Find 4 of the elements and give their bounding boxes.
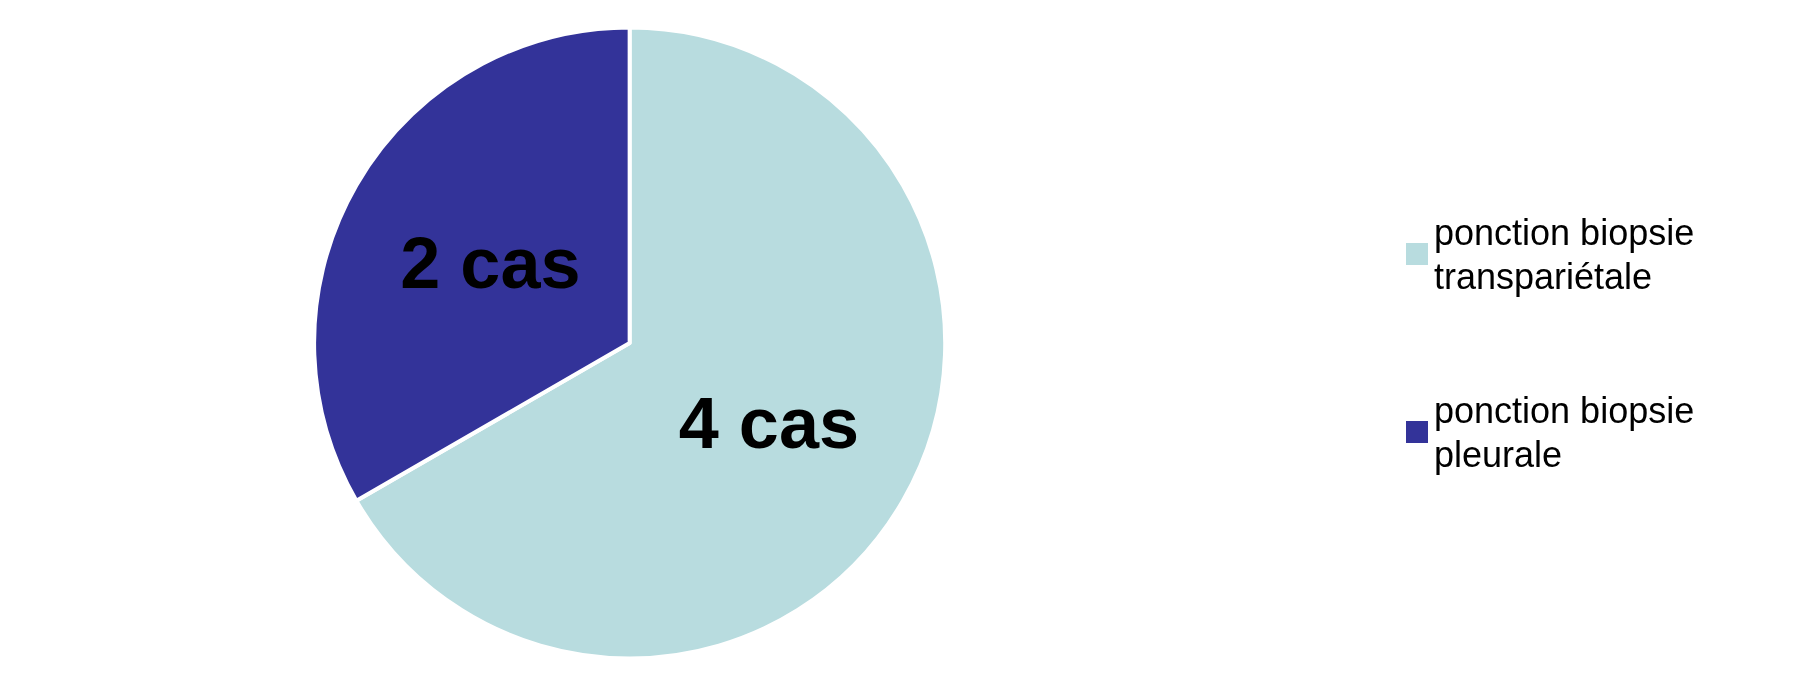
legend-label: ponction biopsie transpariétale — [1434, 211, 1705, 297]
data-label: 4 cas — [678, 383, 859, 464]
data-label: 2 cas — [400, 222, 581, 303]
legend-label: ponction biopsie pleurale — [1434, 389, 1705, 475]
